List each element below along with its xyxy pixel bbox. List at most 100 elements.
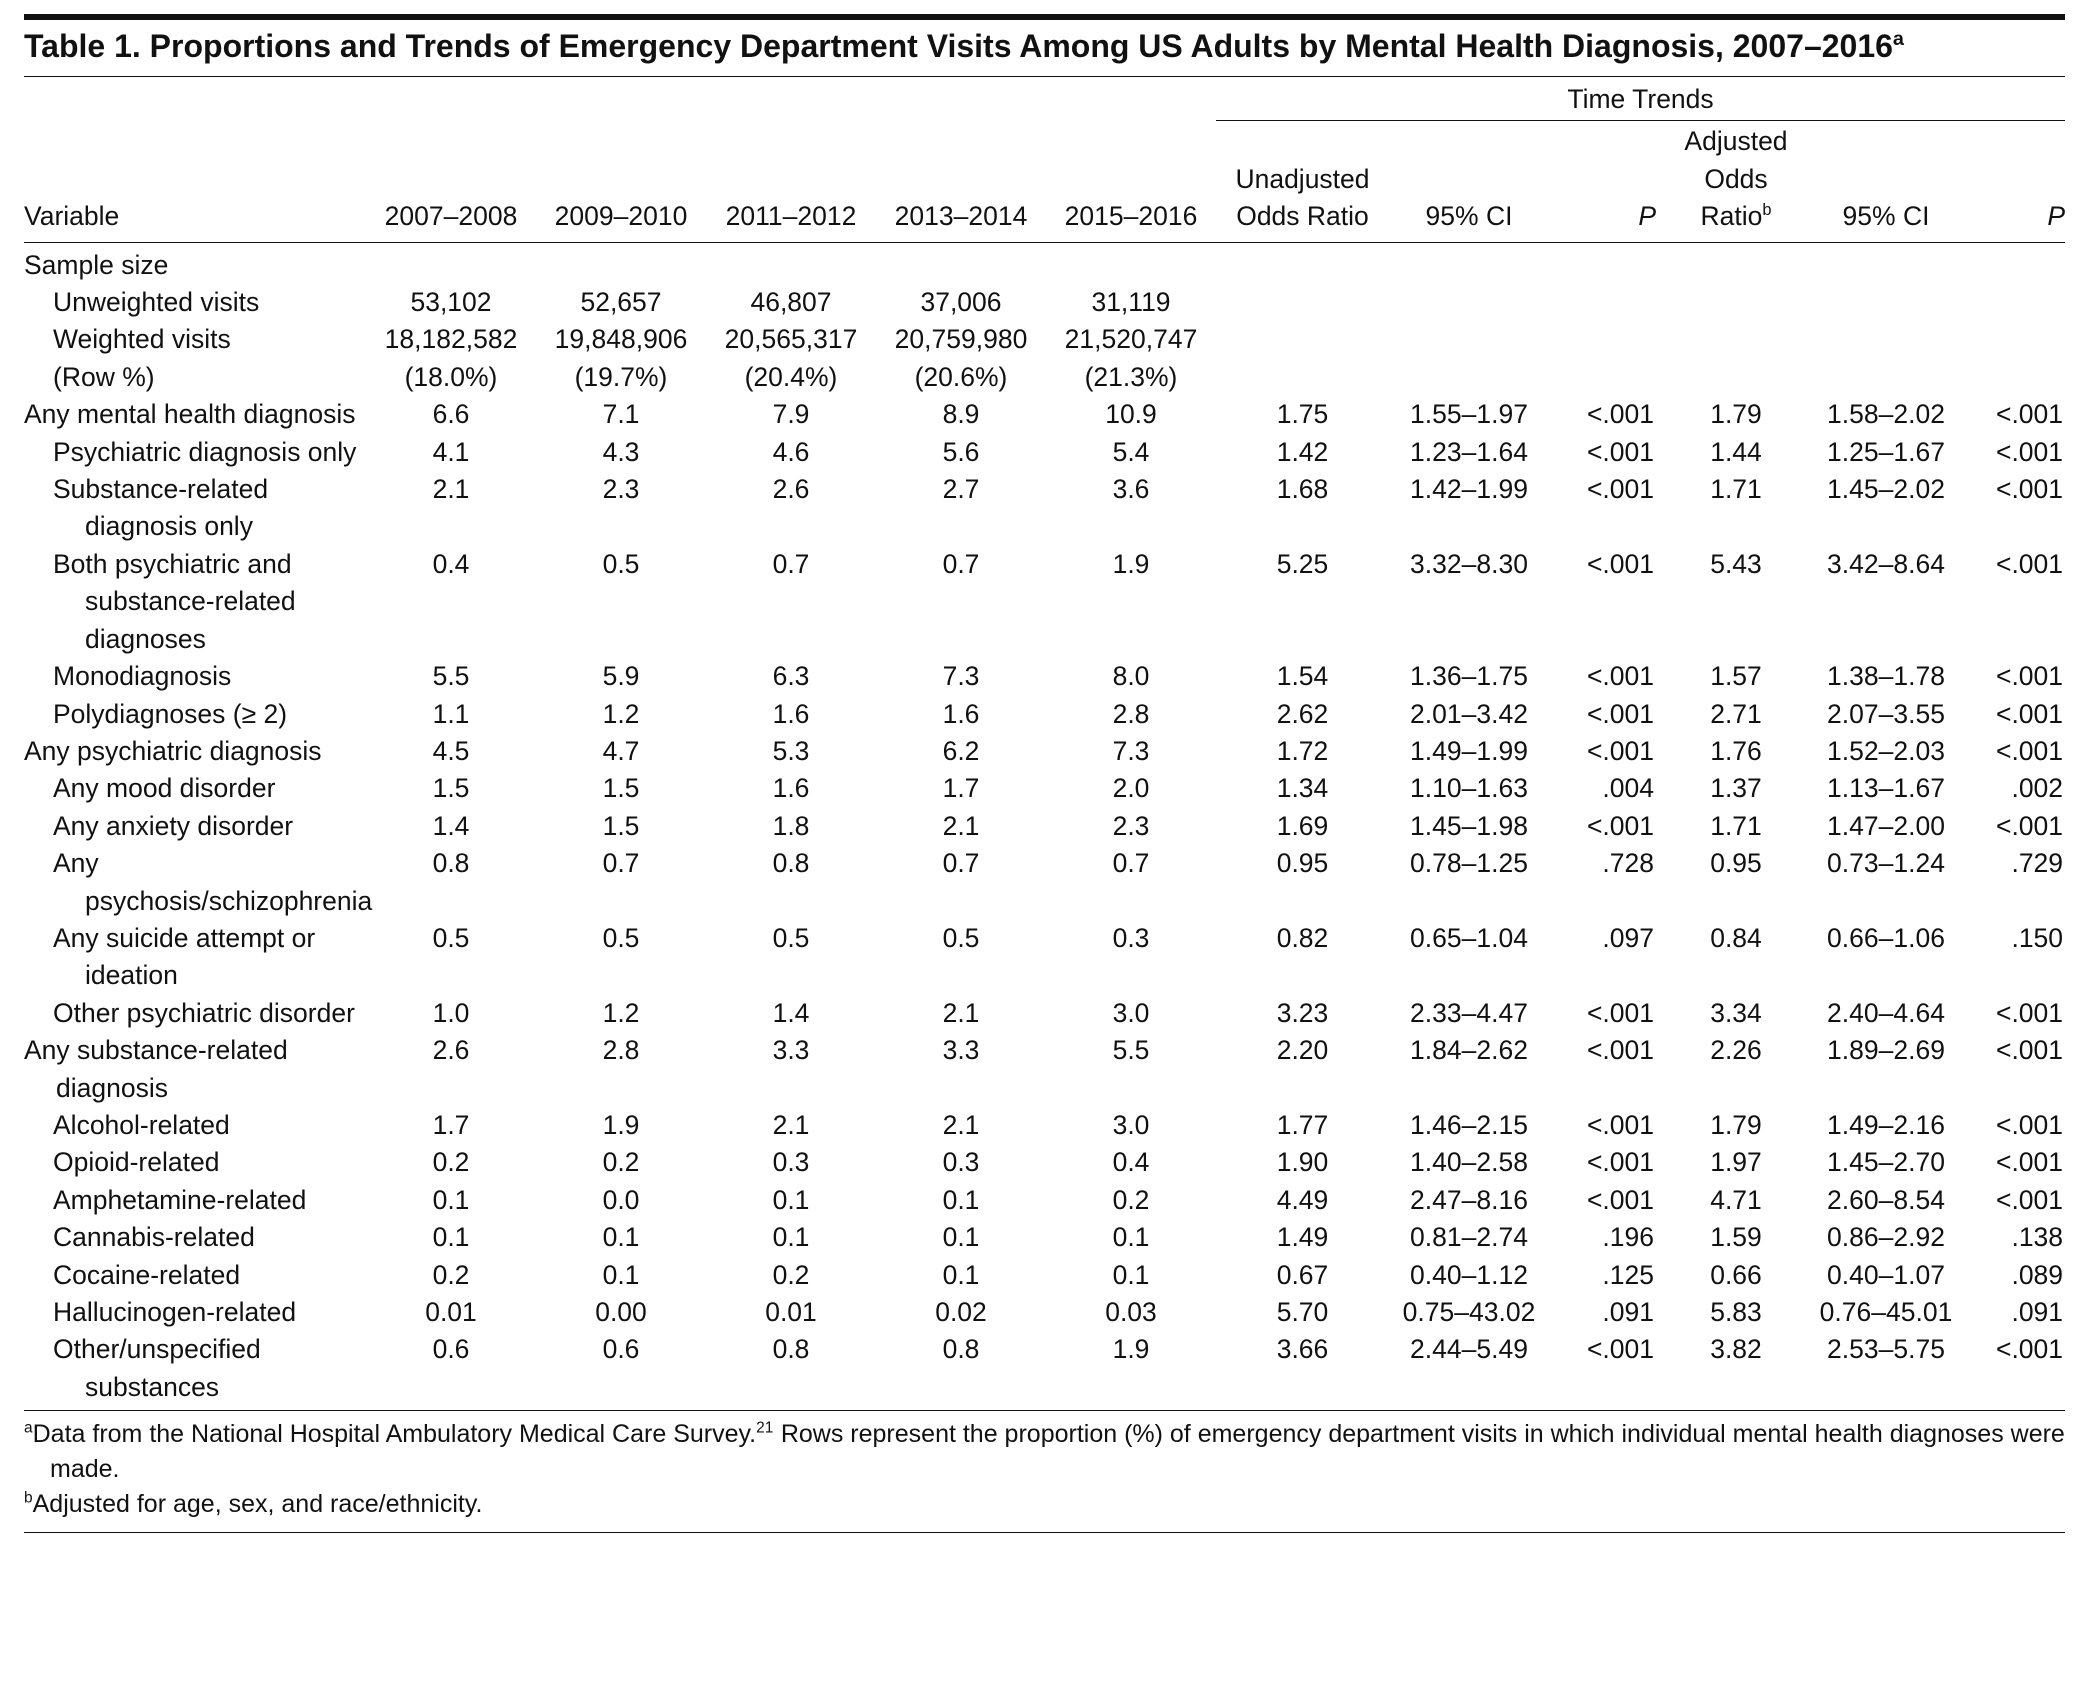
cell: (18.0%) — [404, 361, 498, 392]
cell: 0.01 — [425, 1297, 477, 1327]
cell: 4.6 — [772, 436, 810, 467]
cell: 0.1 — [772, 1222, 810, 1253]
cell: 7.1 — [602, 399, 640, 430]
cell: 4.49 — [1276, 1184, 1329, 1215]
cell: <.001 — [1995, 548, 2064, 579]
cell: 19,848,906 — [554, 324, 688, 355]
cell: 0.6 — [536, 1331, 706, 1412]
cell: 0.1 — [1112, 1222, 1150, 1253]
cell: 4.3 — [602, 436, 640, 467]
cell: 7.3 — [942, 661, 980, 692]
cell: 0.8 — [876, 1331, 1046, 1412]
cell: 0.1 — [602, 1259, 640, 1290]
column-header-row: Variable 2007–2008 2009–2010 2011–2012 2013–… — [24, 120, 2066, 243]
sub-row: Cocaine-related 0.2 0.1 0.2 0.1 0.1 0.67 0.40–1… — [24, 1257, 2065, 1294]
cell: 3.3 — [772, 1035, 810, 1066]
cell: 1.76 — [1710, 735, 1762, 766]
cell: .196 — [1602, 1222, 1654, 1253]
cell: 1.79 — [1710, 1109, 1762, 1140]
row-label: Any mental health diagnosis — [24, 399, 356, 430]
column-header-text-box: P — [2047, 198, 2065, 235]
cell: 1.68 — [1276, 474, 1329, 505]
row-label: Amphetamine-related — [53, 1184, 307, 1215]
cell: 2.62 — [1276, 698, 1329, 729]
column-header: 95% CI — [1816, 120, 1956, 243]
cell: 1.6 — [772, 698, 810, 729]
table-head: Time Trends Variable 2007–2008 2009–2010 20… — [24, 77, 2066, 243]
footnote-text: Rows represent the proportion (%) of eme… — [50, 1420, 2065, 1484]
cell: 1.0 — [432, 997, 470, 1028]
cell: 1.7 — [432, 1109, 470, 1140]
sub-row: Amphetamine-related 0.1 0.0 0.1 0.1 0.2 4.49 2.… — [24, 1182, 2065, 1219]
column-header: 2009–2010 — [536, 120, 706, 243]
cell: 1.23–1.64 — [1410, 436, 1528, 467]
column-header-text-box: Variable — [24, 198, 119, 235]
sub-row: (Row %) (18.0%) (19.7%) (20.4%) (20.6%) (21.3… — [24, 359, 2065, 396]
cell: .728 — [1602, 848, 1654, 879]
column-header-text-box: 2015–2016 — [1065, 198, 1198, 235]
cell: <.001 — [1586, 436, 1654, 467]
sub-row: Other/unspecified substances 0.6 0.6 0.8 0.8… — [24, 1331, 2066, 1412]
cell: 1.79 — [1710, 399, 1762, 430]
cell: 2.8 — [1112, 698, 1150, 729]
cell: (20.4%) — [744, 361, 838, 392]
row-label: Any suicide attempt or ideation — [53, 922, 316, 991]
cell: <.001 — [1586, 1035, 1654, 1066]
cell: <.001 — [1586, 399, 1654, 430]
row-label: Both psychiatric and substance-related d… — [53, 548, 296, 654]
cell: 0.5 — [942, 922, 980, 953]
cell: 1.75 — [1276, 399, 1329, 430]
cell: 1.72 — [1276, 735, 1329, 766]
cell: 0.2 — [432, 1147, 470, 1178]
cell: 3.32–8.30 — [1410, 548, 1528, 579]
cell: 52,657 — [580, 287, 662, 318]
cell: 1.9 — [1112, 548, 1150, 579]
cell: <.001 — [1995, 810, 2064, 841]
sub-row: Unweighted visits 53,102 52,657 46,807 37,00… — [24, 284, 2065, 321]
cell: 0.40–1.07 — [1827, 1259, 1945, 1290]
column-header-text: Unadjusted Odds Ratio — [1235, 163, 1370, 232]
cell: 0.8 — [706, 1331, 876, 1412]
sub-row: Any suicide attempt or ideation 0.5 0.5 0.5… — [24, 920, 2065, 995]
cell — [876, 242, 1046, 284]
cell: 0.0 — [602, 1184, 640, 1215]
cell: 1.55–1.97 — [1410, 399, 1528, 430]
cell: 1.37 — [1710, 773, 1762, 804]
cell: 53,102 — [410, 287, 492, 318]
column-header-footnote-mark: b — [1762, 201, 1772, 220]
cell: .091 — [2011, 1297, 2064, 1327]
footnote-mark: a — [24, 1419, 33, 1437]
cell — [1549, 284, 1656, 321]
sub-row: Opioid-related 0.2 0.2 0.3 0.3 0.4 1.90 1.40–2.… — [24, 1144, 2065, 1181]
cell: 3.6 — [1112, 474, 1150, 505]
cell — [1956, 284, 2065, 321]
column-header-text: P — [1638, 201, 1656, 232]
cell: 0.86–2.92 — [1827, 1222, 1945, 1253]
cell: 1.52–2.03 — [1827, 735, 1945, 766]
cell — [1389, 284, 1549, 321]
row-label: Cocaine-related — [53, 1259, 241, 1290]
cell — [1656, 359, 1816, 396]
row-label: Polydiagnoses (≥ 2) — [53, 698, 288, 729]
cell — [1956, 242, 2065, 284]
cell: 0.3 — [942, 1147, 980, 1178]
column-header: 2011–2012 — [706, 120, 876, 243]
cell: 4.1 — [432, 436, 470, 467]
cell: 0.2 — [432, 1259, 470, 1290]
cell: 2.1 — [432, 474, 470, 505]
cell: 1.8 — [772, 810, 810, 841]
cell: 0.1 — [942, 1222, 980, 1253]
cell: 0.3 — [772, 1147, 810, 1178]
cell — [1656, 284, 1816, 321]
cell: 2.01–3.42 — [1410, 698, 1528, 729]
cell: <.001 — [1995, 735, 2064, 766]
cell: 5.5 — [432, 661, 470, 692]
data-table: Time Trends Variable 2007–2008 2009–2010 20… — [24, 77, 2066, 1412]
cell: 1.5 — [602, 810, 640, 841]
cell: 4.71 — [1710, 1184, 1762, 1215]
cell: 1.40–2.58 — [1410, 1147, 1528, 1178]
cell: 1.45–2.70 — [1827, 1147, 1945, 1178]
sub-row: Psychiatric diagnosis only 4.1 4.3 4.6 5.6 5.… — [24, 434, 2065, 471]
